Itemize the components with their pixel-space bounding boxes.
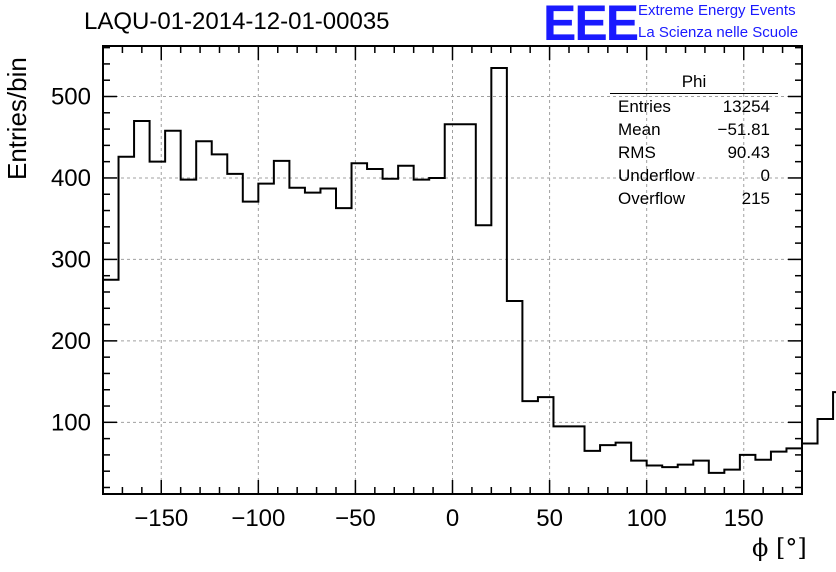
brand-line-2: La Scienza nelle Scuole: [638, 24, 799, 41]
histogram-bin: [336, 208, 352, 494]
histogram-bin: [243, 202, 259, 494]
histogram-bin: [258, 184, 274, 494]
histogram-bin: [569, 426, 585, 494]
x-tick-label: 50: [536, 505, 563, 532]
y-tick-label: 400: [51, 165, 91, 192]
histogram-bin: [212, 154, 228, 494]
histogram-bin: [740, 455, 756, 494]
histogram-bin: [476, 225, 492, 494]
y-tick-label: 200: [51, 328, 91, 355]
histogram-bin: [320, 189, 336, 494]
histogram-bin: [289, 188, 305, 494]
histogram-bin: [367, 169, 383, 494]
histogram-outline: [103, 66, 836, 474]
histogram-bin: [460, 124, 476, 494]
histogram-bin: [600, 445, 616, 494]
y-tick-label: 100: [51, 409, 91, 436]
histogram-bin: [227, 174, 243, 494]
histogram-bin: [662, 467, 678, 494]
x-tick-label: 150: [724, 505, 764, 532]
histogram-bin: [507, 301, 523, 494]
histogram-bin: [445, 124, 461, 494]
stats-box: Phi Entries 13254 Mean −51.81 RMS 90.43 Und…: [610, 72, 778, 210]
histogram-bin: [414, 180, 430, 494]
histogram-bin: [165, 131, 181, 494]
histogram-bin: [274, 161, 290, 494]
x-tick-label: 100: [627, 505, 667, 532]
histogram-bin: [429, 178, 445, 494]
x-axis-label: ϕ [°]: [752, 534, 807, 562]
histogram-bin: [181, 180, 197, 494]
histogram-bin: [678, 465, 694, 494]
histogram-bin: [818, 419, 834, 494]
stats-value: 0: [760, 166, 770, 185]
stats-value: −51.81: [717, 120, 770, 139]
stats-row: Mean −51.81: [610, 118, 778, 141]
stats-row: Overflow 215: [610, 187, 778, 210]
eee-logo: EEE: [543, 0, 639, 51]
histogram-bin: [616, 443, 632, 494]
brand-line-1: Extreme Energy Events: [638, 2, 796, 19]
stats-label: RMS: [618, 143, 656, 162]
histogram-bin: [305, 193, 321, 494]
histogram-bin: [150, 162, 166, 494]
histogram-bin: [647, 465, 663, 494]
histogram-bin: [103, 280, 119, 494]
stats-label: Mean: [618, 120, 661, 139]
histogram-bin: [631, 461, 647, 494]
histogram-bin: [553, 426, 569, 494]
chart-title: LAQU-01-2014-12-01-00035: [84, 8, 390, 35]
histogram-bin: [786, 448, 802, 494]
histogram-bin: [196, 141, 212, 494]
histogram-bin: [693, 461, 709, 494]
y-axis-label: Entries/bin: [2, 57, 32, 180]
y-tick-label: 500: [51, 84, 91, 111]
stats-label: Entries: [618, 97, 671, 116]
histogram-bin: [491, 68, 507, 494]
histogram-bin: [802, 443, 818, 494]
histogram-bin: [398, 166, 414, 494]
x-tick-label: 0: [446, 505, 459, 532]
stats-title: Phi: [610, 72, 778, 94]
stats-value: 215: [741, 189, 770, 208]
histogram-bin: [724, 470, 740, 494]
stats-label: Overflow: [618, 189, 686, 208]
x-tick-label: −150: [134, 505, 188, 532]
histogram-bin: [585, 451, 601, 494]
stats-row: Underflow 0: [610, 164, 778, 187]
histogram-bin: [771, 452, 787, 494]
plot-frame: [102, 45, 803, 495]
histogram-bin: [755, 460, 771, 494]
y-tick-label: 300: [51, 246, 91, 273]
x-tick-label: −100: [231, 505, 285, 532]
histogram-bin: [538, 397, 554, 494]
stats-label: Underflow: [618, 166, 695, 185]
histogram-bin: [119, 157, 135, 494]
histogram-bin: [522, 401, 538, 494]
stats-row: Entries 13254: [610, 95, 778, 118]
stats-row: RMS 90.43: [610, 141, 778, 164]
histogram-bin: [709, 473, 725, 494]
histogram-bin: [352, 163, 368, 494]
histogram-bin: [383, 179, 399, 494]
stats-value: 90.43: [727, 143, 770, 162]
x-tick-label: −50: [335, 505, 376, 532]
stats-value: 13254: [722, 97, 770, 116]
histogram-bin: [134, 121, 150, 494]
